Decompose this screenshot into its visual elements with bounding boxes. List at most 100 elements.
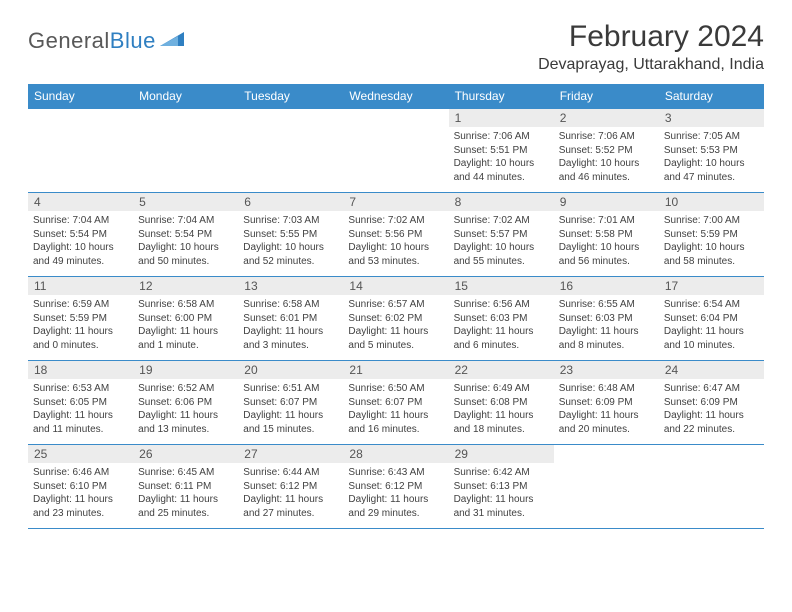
day-number: 4 xyxy=(28,193,133,211)
weekday-header: Friday xyxy=(554,84,659,109)
calendar-cell: 12Sunrise: 6:58 AMSunset: 6:00 PMDayligh… xyxy=(133,277,238,361)
calendar-body: ........1Sunrise: 7:06 AMSunset: 5:51 PM… xyxy=(28,109,764,529)
weekday-header: Thursday xyxy=(449,84,554,109)
day-details: Sunrise: 6:51 AMSunset: 6:07 PMDaylight:… xyxy=(238,379,343,439)
calendar-cell: 26Sunrise: 6:45 AMSunset: 6:11 PMDayligh… xyxy=(133,445,238,529)
day-details: Sunrise: 6:45 AMSunset: 6:11 PMDaylight:… xyxy=(133,463,238,523)
calendar-cell: 11Sunrise: 6:59 AMSunset: 5:59 PMDayligh… xyxy=(28,277,133,361)
calendar-row: 18Sunrise: 6:53 AMSunset: 6:05 PMDayligh… xyxy=(28,361,764,445)
day-number: 18 xyxy=(28,361,133,379)
day-number: 8 xyxy=(449,193,554,211)
day-details: Sunrise: 7:06 AMSunset: 5:52 PMDaylight:… xyxy=(554,127,659,187)
calendar-cell: 3Sunrise: 7:05 AMSunset: 5:53 PMDaylight… xyxy=(659,109,764,193)
calendar-table: SundayMondayTuesdayWednesdayThursdayFrid… xyxy=(28,84,764,529)
calendar-header-row: SundayMondayTuesdayWednesdayThursdayFrid… xyxy=(28,84,764,109)
day-details: Sunrise: 7:02 AMSunset: 5:56 PMDaylight:… xyxy=(343,211,448,271)
day-details: Sunrise: 6:53 AMSunset: 6:05 PMDaylight:… xyxy=(28,379,133,439)
day-number: 10 xyxy=(659,193,764,211)
brand-logo: GeneralBlue xyxy=(28,20,186,54)
day-number: 15 xyxy=(449,277,554,295)
day-details: Sunrise: 6:58 AMSunset: 6:01 PMDaylight:… xyxy=(238,295,343,355)
day-number: 11 xyxy=(28,277,133,295)
weekday-header: Tuesday xyxy=(238,84,343,109)
calendar-cell: 19Sunrise: 6:52 AMSunset: 6:06 PMDayligh… xyxy=(133,361,238,445)
day-number: 28 xyxy=(343,445,448,463)
brand-name-b: Blue xyxy=(110,28,156,53)
day-details: Sunrise: 7:02 AMSunset: 5:57 PMDaylight:… xyxy=(449,211,554,271)
day-details: Sunrise: 6:59 AMSunset: 5:59 PMDaylight:… xyxy=(28,295,133,355)
calendar-cell: 2Sunrise: 7:06 AMSunset: 5:52 PMDaylight… xyxy=(554,109,659,193)
calendar-cell: 7Sunrise: 7:02 AMSunset: 5:56 PMDaylight… xyxy=(343,193,448,277)
day-number: 27 xyxy=(238,445,343,463)
calendar-cell: 28Sunrise: 6:43 AMSunset: 6:12 PMDayligh… xyxy=(343,445,448,529)
calendar-cell: 21Sunrise: 6:50 AMSunset: 6:07 PMDayligh… xyxy=(343,361,448,445)
calendar-cell: 29Sunrise: 6:42 AMSunset: 6:13 PMDayligh… xyxy=(449,445,554,529)
weekday-header: Monday xyxy=(133,84,238,109)
day-number: 12 xyxy=(133,277,238,295)
day-details: Sunrise: 6:44 AMSunset: 6:12 PMDaylight:… xyxy=(238,463,343,523)
calendar-cell: 17Sunrise: 6:54 AMSunset: 6:04 PMDayligh… xyxy=(659,277,764,361)
day-number: 21 xyxy=(343,361,448,379)
calendar-cell: 27Sunrise: 6:44 AMSunset: 6:12 PMDayligh… xyxy=(238,445,343,529)
calendar-row: 4Sunrise: 7:04 AMSunset: 5:54 PMDaylight… xyxy=(28,193,764,277)
day-number: 13 xyxy=(238,277,343,295)
calendar-cell: 22Sunrise: 6:49 AMSunset: 6:08 PMDayligh… xyxy=(449,361,554,445)
day-details: Sunrise: 6:57 AMSunset: 6:02 PMDaylight:… xyxy=(343,295,448,355)
day-details: Sunrise: 6:49 AMSunset: 6:08 PMDaylight:… xyxy=(449,379,554,439)
calendar-cell: .. xyxy=(554,445,659,529)
day-number: 7 xyxy=(343,193,448,211)
day-number: 29 xyxy=(449,445,554,463)
day-details: Sunrise: 6:47 AMSunset: 6:09 PMDaylight:… xyxy=(659,379,764,439)
brand-triangle-icon xyxy=(160,30,186,53)
day-number: 6 xyxy=(238,193,343,211)
calendar-cell: .. xyxy=(659,445,764,529)
title-block: February 2024 Devaprayag, Uttarakhand, I… xyxy=(538,20,764,74)
calendar-row: ........1Sunrise: 7:06 AMSunset: 5:51 PM… xyxy=(28,109,764,193)
brand-text: GeneralBlue xyxy=(28,28,156,54)
day-number: 26 xyxy=(133,445,238,463)
day-details: Sunrise: 7:06 AMSunset: 5:51 PMDaylight:… xyxy=(449,127,554,187)
page-title: February 2024 xyxy=(538,20,764,54)
day-number: 24 xyxy=(659,361,764,379)
day-number: 20 xyxy=(238,361,343,379)
calendar-cell: 6Sunrise: 7:03 AMSunset: 5:55 PMDaylight… xyxy=(238,193,343,277)
calendar-cell: 4Sunrise: 7:04 AMSunset: 5:54 PMDaylight… xyxy=(28,193,133,277)
header: GeneralBlue February 2024 Devaprayag, Ut… xyxy=(28,20,764,74)
calendar-cell: .. xyxy=(343,109,448,193)
day-details: Sunrise: 7:04 AMSunset: 5:54 PMDaylight:… xyxy=(133,211,238,271)
day-number: 16 xyxy=(554,277,659,295)
day-number: 1 xyxy=(449,109,554,127)
brand-name-a: General xyxy=(28,28,110,53)
day-number: 14 xyxy=(343,277,448,295)
calendar-cell: 5Sunrise: 7:04 AMSunset: 5:54 PMDaylight… xyxy=(133,193,238,277)
day-number: 9 xyxy=(554,193,659,211)
day-number: 5 xyxy=(133,193,238,211)
day-details: Sunrise: 6:55 AMSunset: 6:03 PMDaylight:… xyxy=(554,295,659,355)
location-subtitle: Devaprayag, Uttarakhand, India xyxy=(538,56,764,74)
day-details: Sunrise: 6:54 AMSunset: 6:04 PMDaylight:… xyxy=(659,295,764,355)
day-details: Sunrise: 6:43 AMSunset: 6:12 PMDaylight:… xyxy=(343,463,448,523)
day-number: 17 xyxy=(659,277,764,295)
calendar-row: 11Sunrise: 6:59 AMSunset: 5:59 PMDayligh… xyxy=(28,277,764,361)
day-number: 23 xyxy=(554,361,659,379)
weekday-header: Saturday xyxy=(659,84,764,109)
day-details: Sunrise: 6:48 AMSunset: 6:09 PMDaylight:… xyxy=(554,379,659,439)
calendar-cell: 13Sunrise: 6:58 AMSunset: 6:01 PMDayligh… xyxy=(238,277,343,361)
day-details: Sunrise: 6:56 AMSunset: 6:03 PMDaylight:… xyxy=(449,295,554,355)
weekday-header: Wednesday xyxy=(343,84,448,109)
calendar-cell: .. xyxy=(28,109,133,193)
calendar-cell: 25Sunrise: 6:46 AMSunset: 6:10 PMDayligh… xyxy=(28,445,133,529)
day-details: Sunrise: 7:00 AMSunset: 5:59 PMDaylight:… xyxy=(659,211,764,271)
day-details: Sunrise: 6:52 AMSunset: 6:06 PMDaylight:… xyxy=(133,379,238,439)
day-details: Sunrise: 6:42 AMSunset: 6:13 PMDaylight:… xyxy=(449,463,554,523)
day-number: 2 xyxy=(554,109,659,127)
day-details: Sunrise: 6:58 AMSunset: 6:00 PMDaylight:… xyxy=(133,295,238,355)
calendar-cell: 14Sunrise: 6:57 AMSunset: 6:02 PMDayligh… xyxy=(343,277,448,361)
calendar-cell: 24Sunrise: 6:47 AMSunset: 6:09 PMDayligh… xyxy=(659,361,764,445)
calendar-cell: 10Sunrise: 7:00 AMSunset: 5:59 PMDayligh… xyxy=(659,193,764,277)
calendar-cell: 9Sunrise: 7:01 AMSunset: 5:58 PMDaylight… xyxy=(554,193,659,277)
day-number: 19 xyxy=(133,361,238,379)
day-details: Sunrise: 7:04 AMSunset: 5:54 PMDaylight:… xyxy=(28,211,133,271)
calendar-cell: 20Sunrise: 6:51 AMSunset: 6:07 PMDayligh… xyxy=(238,361,343,445)
calendar-cell: 8Sunrise: 7:02 AMSunset: 5:57 PMDaylight… xyxy=(449,193,554,277)
